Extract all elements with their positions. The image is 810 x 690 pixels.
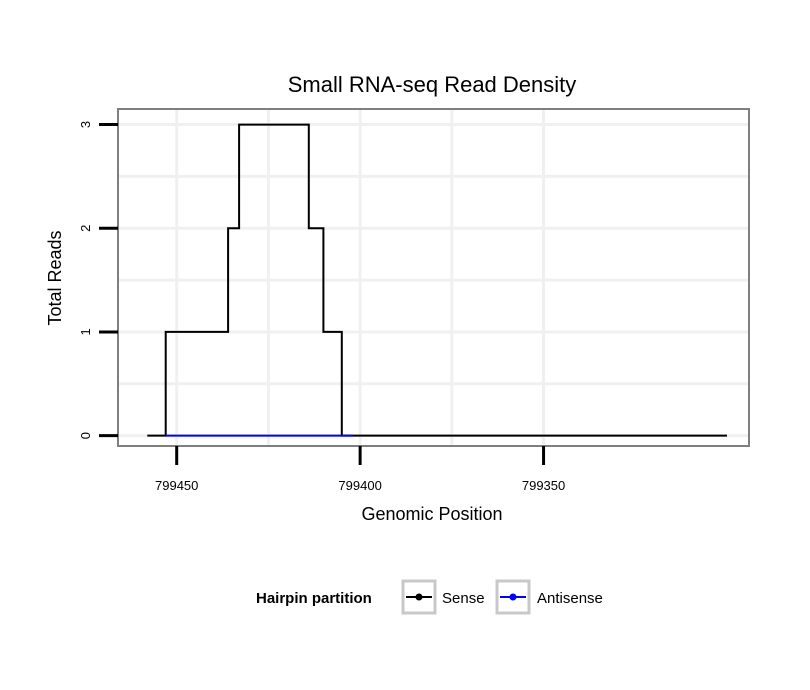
legend-entry-antisense: Antisense [495, 579, 603, 615]
y-tick-label: 3 [78, 121, 93, 128]
y-tick-label: 0 [78, 432, 93, 439]
chart-title: Small RNA-seq Read Density [288, 72, 577, 97]
x-tick-label: 799400 [338, 478, 381, 493]
legend-label-sense: Sense [442, 590, 485, 607]
x-axis-title: Genomic Position [361, 504, 502, 524]
plot-panel-border [117, 108, 750, 447]
x-axis: 799450 799400 799350 [155, 446, 565, 493]
y-axis-title: Total Reads [45, 230, 65, 325]
legend-marker-sense [415, 593, 423, 601]
legend-label-antisense: Antisense [537, 590, 603, 607]
x-tick-label: 799350 [522, 478, 565, 493]
plot-lines [147, 123, 727, 437]
legend-title: Hairpin partition [256, 590, 372, 607]
y-tick-label: 2 [78, 225, 93, 232]
legend-entry-sense: Sense [401, 579, 485, 615]
grid [118, 109, 749, 446]
legend-marker-antisense [509, 593, 517, 601]
legend: Hairpin partition Sense Antisense [256, 579, 603, 615]
y-axis: 0 1 2 3 [78, 121, 118, 439]
series-line-sense [147, 123, 727, 437]
x-tick-label: 799450 [155, 478, 198, 493]
y-tick-label: 1 [78, 328, 93, 335]
